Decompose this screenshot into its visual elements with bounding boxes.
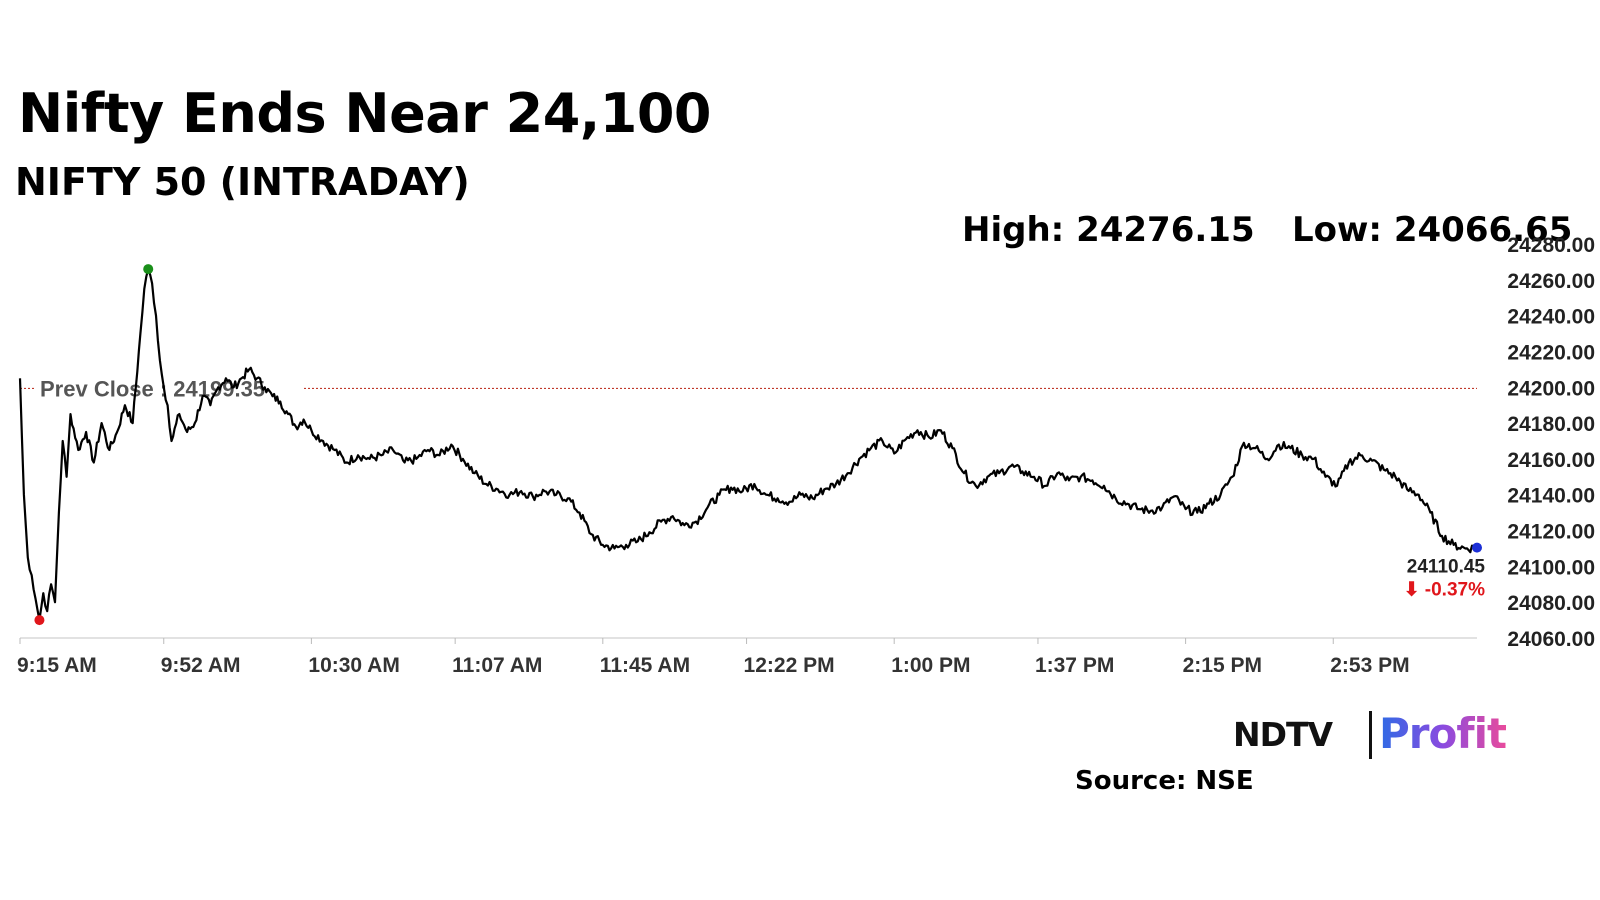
high-value-label: High: 24276.15: [962, 210, 1255, 250]
logo-divider: [1369, 711, 1372, 759]
y-tick-label: 24100.00: [1507, 556, 1595, 579]
y-tick-label: 24120.00: [1507, 521, 1595, 544]
y-tick-label: 24200.00: [1507, 377, 1595, 400]
percent-change-label: ⬇ -0.37%: [1404, 580, 1486, 601]
x-tick-label: 11:45 AM: [600, 654, 690, 677]
source-label: Source: NSE: [1075, 766, 1254, 796]
y-tick-label: 24160.00: [1507, 449, 1595, 472]
prev-close-label-bg: [34, 374, 304, 403]
x-tick-label: 2:53 PM: [1330, 654, 1409, 677]
low-point-marker: [34, 615, 45, 626]
y-tick-label: 24260.00: [1507, 270, 1595, 293]
logo-ndtv-text: NDTV: [1233, 715, 1333, 754]
x-tick-label: 9:15 AM: [17, 654, 97, 677]
low-value-label: Low: 24066.65: [1292, 210, 1573, 250]
y-tick-label: 24240.00: [1507, 306, 1595, 329]
x-tick-label: 12:22 PM: [744, 654, 835, 677]
high-point-marker: [143, 264, 154, 275]
last-price-marker: [1472, 542, 1482, 553]
x-tick-label: 9:52 AM: [161, 654, 241, 677]
logo-profit-text: Profit: [1379, 709, 1507, 758]
y-tick-label: 24180.00: [1507, 413, 1595, 436]
y-tick-label: 24280.00: [1507, 234, 1595, 257]
last-price-label: 24110.45: [1407, 557, 1486, 578]
y-tick-label: 24140.00: [1507, 485, 1595, 508]
x-tick-label: 11:07 AM: [452, 654, 542, 677]
price-series-line: [18, 268, 1478, 622]
chart-title: Nifty Ends Near 24,100: [18, 82, 712, 145]
y-tick-label: 24060.00: [1507, 628, 1595, 651]
prev-close-label: Prev Close : 24199.35: [40, 376, 265, 401]
x-tick-label: 1:37 PM: [1035, 654, 1114, 677]
x-tick-label: 1:00 PM: [891, 654, 970, 677]
y-tick-label: 24220.00: [1507, 341, 1595, 364]
x-tick-label: 2:15 PM: [1183, 654, 1262, 677]
x-tick-label: 10:30 AM: [308, 654, 399, 677]
y-tick-label: 24080.00: [1507, 592, 1595, 615]
chart-subtitle: NIFTY 50 (INTRADAY): [15, 160, 470, 204]
